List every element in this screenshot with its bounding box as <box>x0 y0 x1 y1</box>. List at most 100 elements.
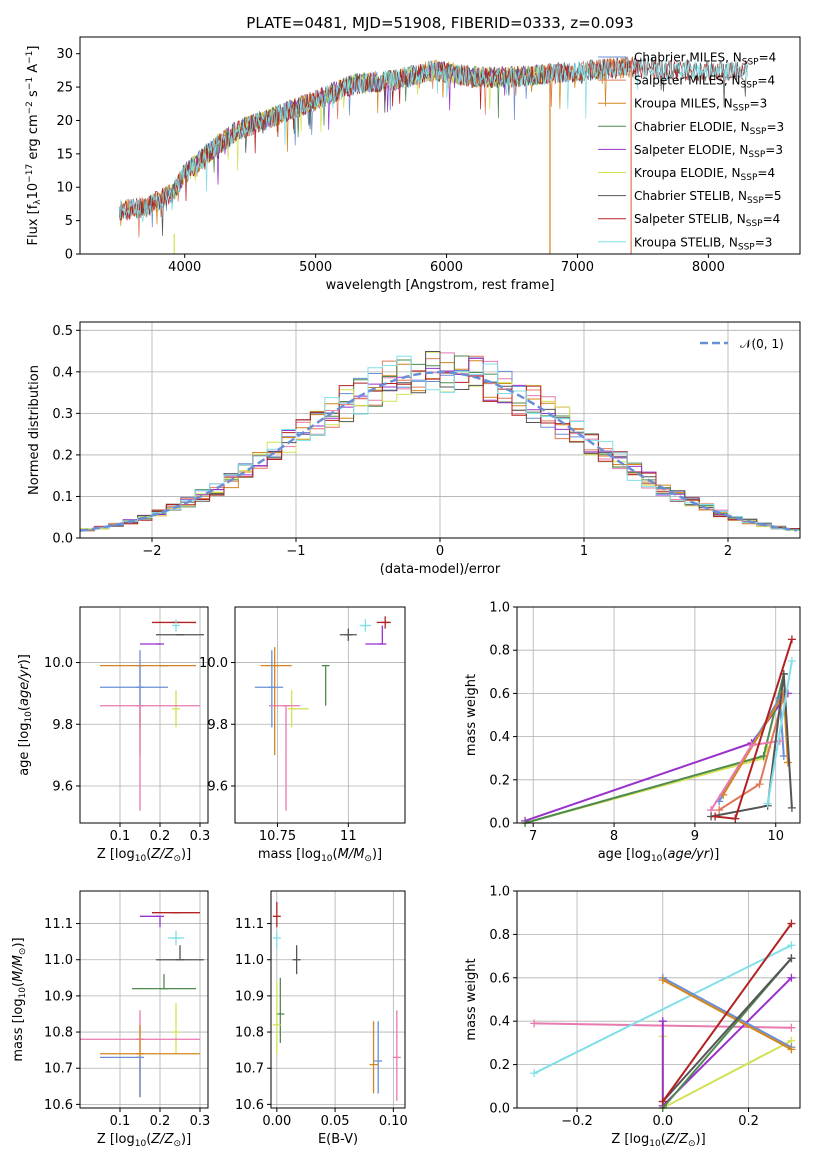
axes-mass_vs_z: 0.1 0.2 0.3 10.6 10.7 10.8 10.9 11.0 11.1 <box>44 891 210 1129</box>
legend-label: Kroupa STELIB, NSSP=3 <box>634 235 772 252</box>
weight-marker <box>787 657 796 665</box>
weight-line-kroupa_stelib <box>533 944 792 1075</box>
x-axis-label-age_vs_mass: mass [log10(M/M⊙)] <box>258 847 382 864</box>
plot-frame-mass_vs_ebv <box>270 890 406 1109</box>
y-tick-label: 10.7 <box>44 1062 73 1077</box>
plot-frame-age_vs_mass <box>234 606 406 824</box>
label-part: Chabrier STELIB, N <box>634 189 747 203</box>
y-axis-label-spectrum: Flux [fλ10−17 erg cm−2 s−1 A−1] <box>25 46 43 246</box>
x-tick-label: 0.05 <box>321 1114 350 1129</box>
weight-marker <box>787 1045 796 1054</box>
label-part: mass [log <box>11 998 26 1061</box>
histogram-steps <box>80 351 800 533</box>
y-tick-label: 10.6 <box>235 1098 264 1113</box>
plot-frame-mass_weight_vs_age <box>516 606 801 824</box>
label-part: =3 <box>765 143 783 157</box>
legend-label: Chabrier MILES, NSSP=4 <box>634 51 776 68</box>
label-part: s <box>26 90 41 101</box>
label-part: age [log <box>17 723 32 776</box>
y-tick-label: 1.0 <box>489 885 510 900</box>
figure-title: PLATE=0481, MJD=51908, FIBERID=0333, z=0… <box>246 14 633 32</box>
plot-frame-age_vs_z <box>79 606 209 824</box>
y-tick-label: 0.4 <box>489 1015 510 1030</box>
label-part: A <box>26 64 41 77</box>
weight-marker <box>783 758 792 767</box>
label-ital: M/M <box>338 847 365 862</box>
weight-marker <box>658 1097 667 1106</box>
weight-line-kroupa_stelib <box>766 660 793 804</box>
label-sub: ⊙ <box>173 854 181 864</box>
weight-marker <box>658 1017 667 1026</box>
weight-line-kroupa_elodie <box>661 1036 792 1110</box>
label-part: Flux [f <box>26 204 41 245</box>
x-tick-label: 0.1 <box>110 829 131 844</box>
x-axis-label-mass_weight_vs_z: Z [log10(Z/Z⊙)] <box>611 1132 705 1149</box>
x-tick-label: 0.0 <box>652 1114 673 1129</box>
label-sub: SSP <box>738 242 755 252</box>
y-axis-label-mass_weight_vs_z: mass weight <box>464 958 479 1040</box>
x-tick-label: 0.3 <box>190 1114 211 1129</box>
legend-label: Salpeter MILES, NSSP=4 <box>634 74 775 91</box>
label-sub: ⊙ <box>173 1139 181 1149</box>
weight-marker <box>747 741 756 750</box>
x-axis-label-age_vs_z: Z [log10(Z/Z⊙)] <box>97 847 191 864</box>
x-tick-label: 0.00 <box>262 1114 291 1129</box>
label-sub: SSP <box>742 58 759 68</box>
y-tick-label: 9.6 <box>207 779 228 794</box>
y-tick-label: 0.0 <box>52 532 73 547</box>
axes-age_vs_z: 0.1 0.2 0.3 9.6 9.8 10.0 <box>44 607 210 844</box>
y-tick-label: 9.8 <box>207 718 228 733</box>
gaussian-curve <box>80 371 798 532</box>
y-tick-label: 15 <box>56 147 73 162</box>
label-ital: Z/Z <box>150 847 174 862</box>
label-part: =4 <box>759 51 777 65</box>
weight-marker <box>787 919 796 928</box>
y-tick-label: 0.6 <box>489 687 510 702</box>
label-part: ( <box>146 847 151 862</box>
weight-marker <box>731 814 740 823</box>
y-tick-label: 0.6 <box>489 971 510 986</box>
x-tick-label: −0.2 <box>561 1114 593 1129</box>
label-part: =5 <box>764 189 782 203</box>
label-part: =4 <box>757 74 775 88</box>
x-tick-label: 6000 <box>430 260 463 275</box>
weight-marker <box>787 954 796 963</box>
legend-label: Salpeter ELODIE, NSSP=3 <box>634 143 783 160</box>
y-tick-label: 0.1 <box>52 490 73 505</box>
label-sup: −2 <box>25 101 35 114</box>
weight-marker <box>787 803 796 812</box>
errorbars-age_vs_z <box>100 619 204 811</box>
y-tick-label: 0 <box>65 248 73 263</box>
weight-marker <box>530 1019 539 1028</box>
lines-mass_weight_vs_age <box>521 635 796 827</box>
errorbars-age_vs_mass <box>254 616 391 811</box>
x-tick-label: −1 <box>286 544 305 559</box>
x-tick-label: 0.2 <box>150 829 171 844</box>
label-ital: Z/Z <box>150 1132 174 1147</box>
label-sub: SSP <box>741 173 758 183</box>
weight-line-chabrier_stelib <box>710 673 793 818</box>
legend-label: Kroupa ELODIE, NSSP=4 <box>634 166 775 183</box>
label-part: )] <box>17 654 32 664</box>
x-tick-label: 8 <box>610 829 618 844</box>
weight-line-chabrier_elodie <box>524 673 785 824</box>
label-part: ( <box>333 847 338 862</box>
label-part: ] <box>26 46 41 51</box>
weight-marker <box>763 799 772 808</box>
label-part: Z [log <box>97 847 135 862</box>
label-part: =4 <box>763 212 781 226</box>
label-part: ( <box>11 982 26 987</box>
y-tick-label: 1.0 <box>489 601 510 616</box>
y-tick-label: 10.9 <box>235 989 264 1004</box>
label-sub: 10 <box>649 1139 661 1149</box>
x-axis-label-spectrum: wavelength [Angstrom, rest frame] <box>326 278 555 293</box>
label-part: ( <box>17 706 32 711</box>
x-tick-label: 0.2 <box>738 1114 759 1129</box>
label-part: Kroupa MILES, N <box>634 97 733 111</box>
y-tick-label: 0.2 <box>489 773 510 788</box>
y-tick-label: 30 <box>56 47 73 62</box>
errorbars-mass_vs_z <box>80 912 204 1098</box>
label-sub: 10 <box>651 854 663 864</box>
label-part: )] <box>181 847 191 862</box>
label-part: Z [log <box>97 1132 135 1147</box>
